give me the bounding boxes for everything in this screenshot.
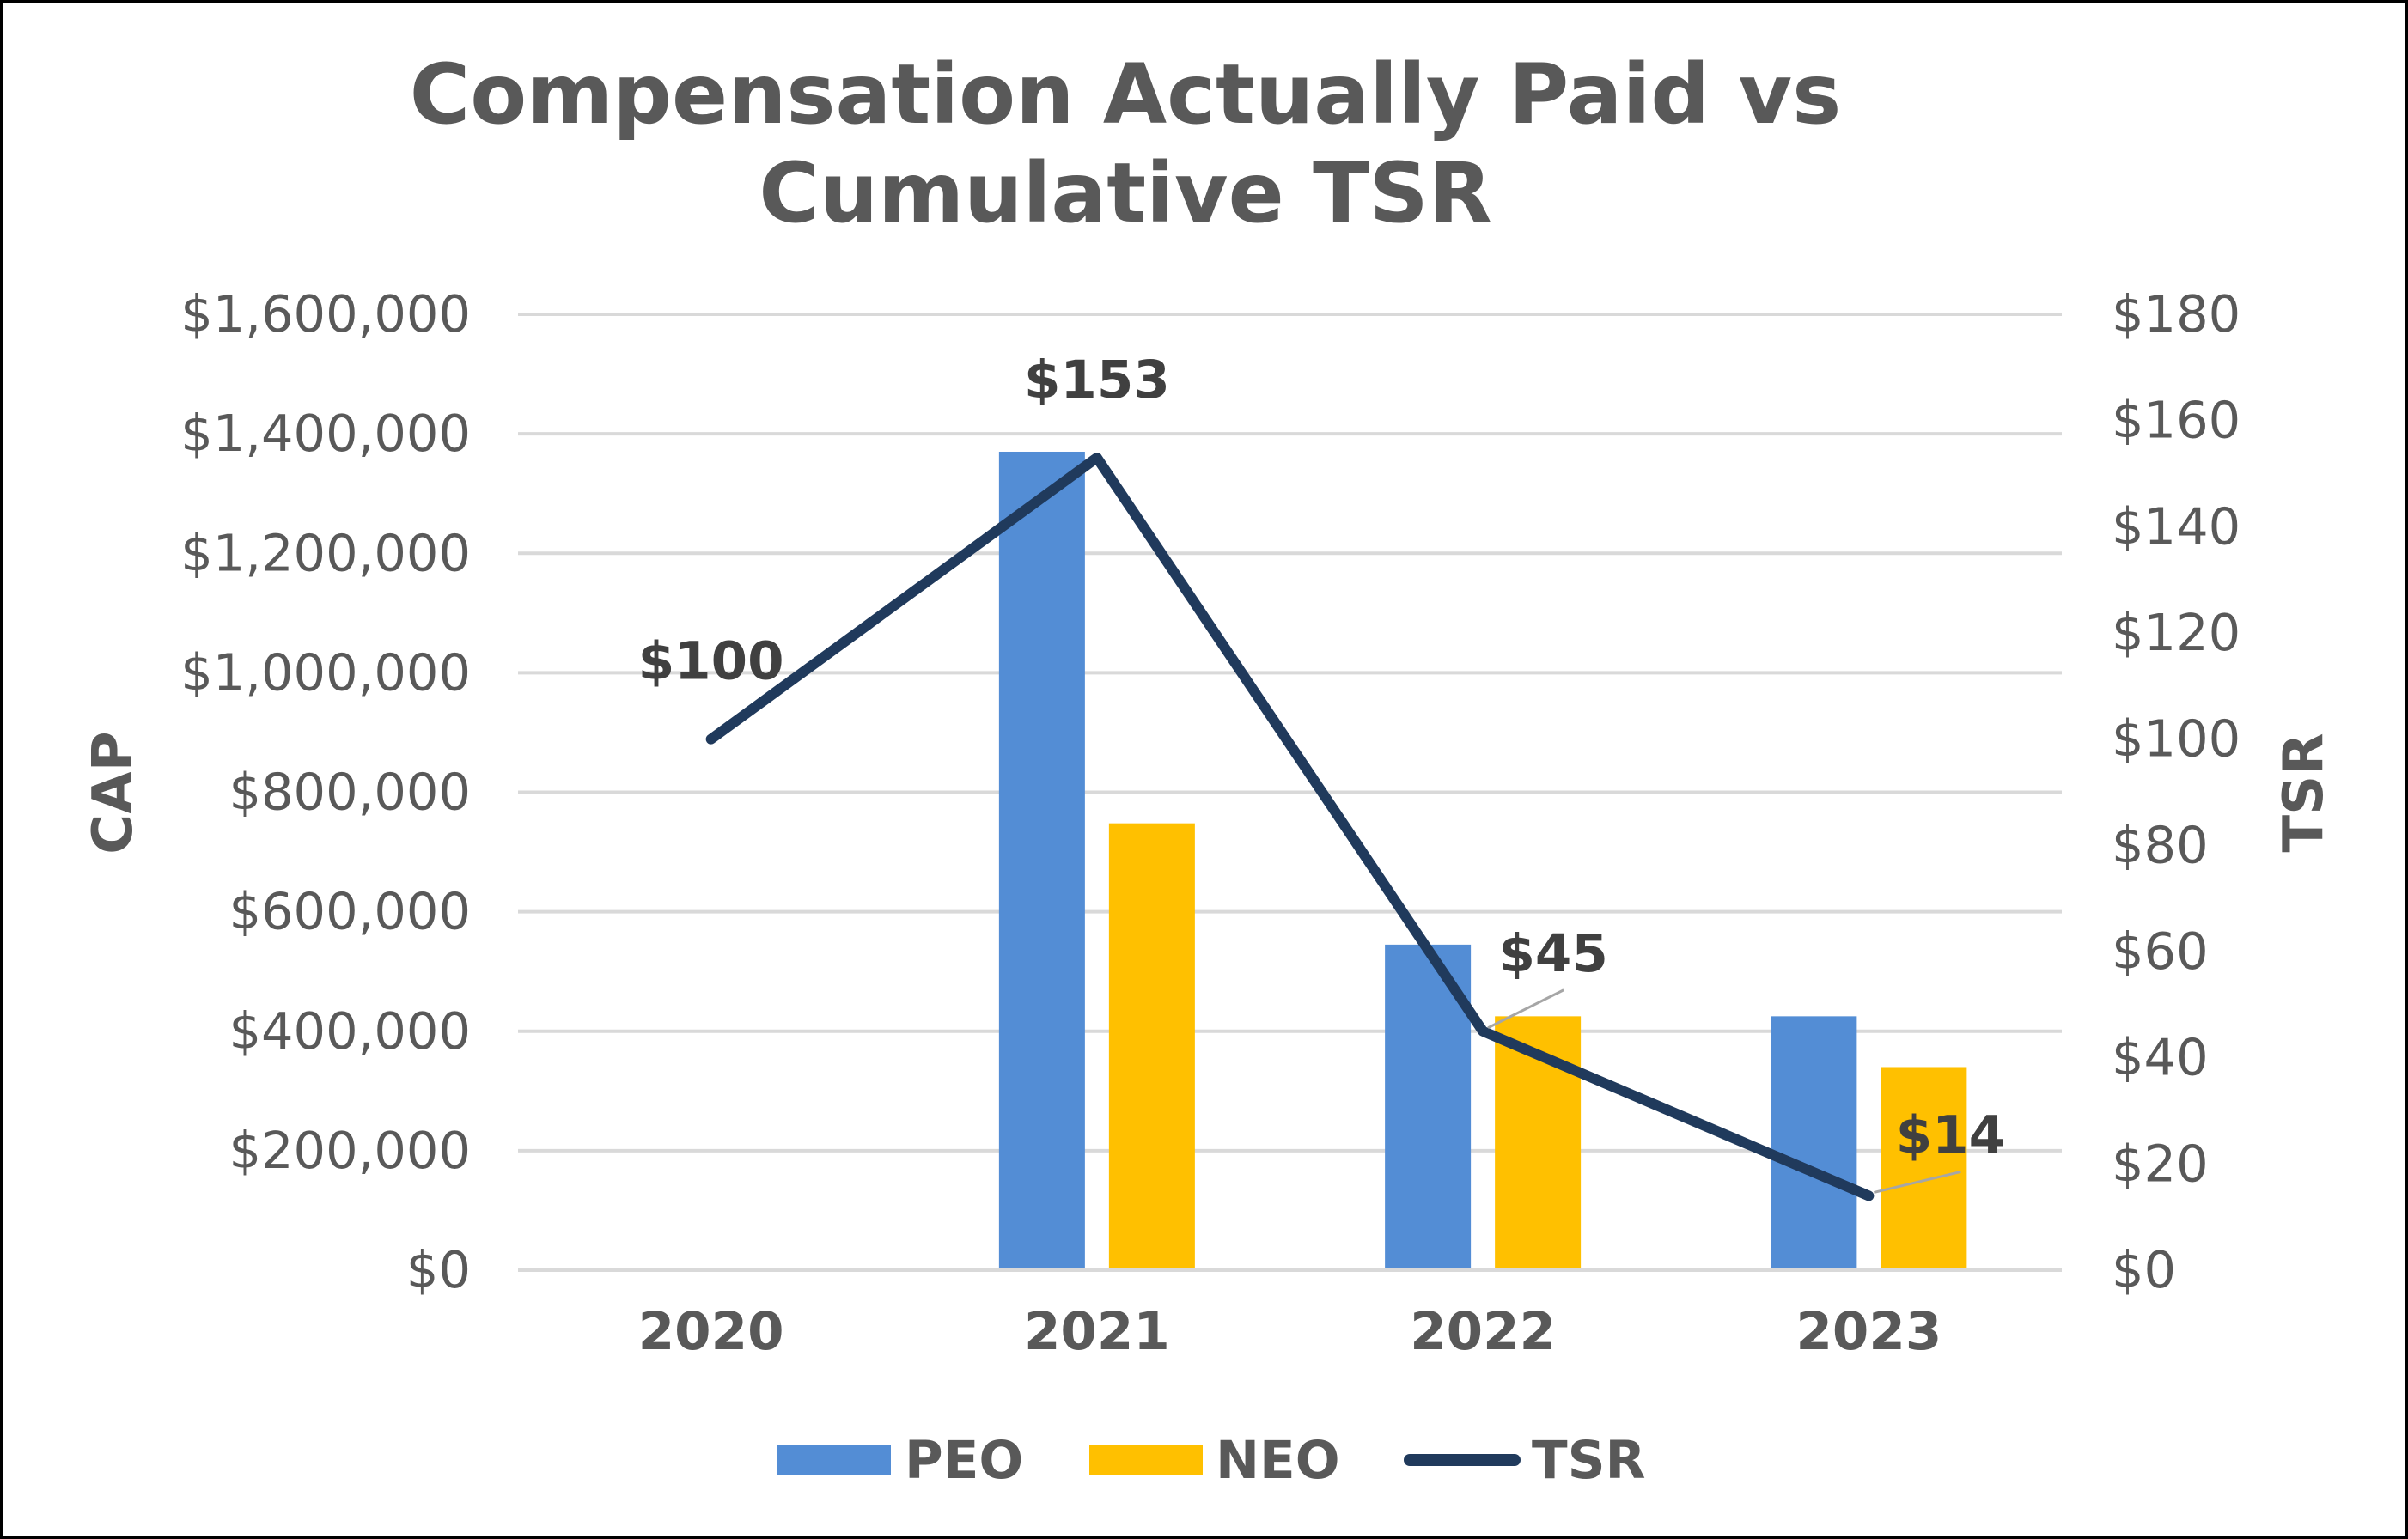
left-tick-label: $1,200,000 [180, 523, 471, 582]
right-tick-label: $80 [2112, 815, 2209, 874]
category-label: 2023 [1795, 1301, 1942, 1362]
right-tick-label: $100 [2112, 709, 2240, 769]
data-label-leader [1874, 1170, 1961, 1194]
bar-peo-2021 [998, 451, 1085, 1270]
category-label: 2021 [1024, 1301, 1170, 1362]
chart-title-line-1: Compensation Actually Paid vs [410, 46, 1841, 143]
legend: PEO NEO TSR [777, 1430, 1646, 1491]
right-tick-label: $0 [2112, 1240, 2176, 1299]
right-tick-label: $160 [2112, 391, 2240, 450]
category-axis: 2020 2021 2022 2023 [638, 1301, 1942, 1362]
left-tick-label: $0 [406, 1240, 471, 1299]
chart-title-line-2: Cumulative TSR [759, 145, 1491, 241]
gridlines [518, 313, 2062, 1153]
tsr-line [705, 452, 1875, 1201]
bars [998, 451, 1967, 1270]
right-tick-label: $40 [2112, 1028, 2209, 1087]
data-label-leader [1487, 988, 1564, 1030]
right-tick-label: $120 [2112, 603, 2240, 662]
left-tick-label: $600,000 [229, 882, 471, 941]
bar-peo-2023 [1771, 1016, 1857, 1270]
left-tick-label: $1,000,000 [180, 642, 471, 702]
tsr-data-label: $100 [638, 631, 784, 692]
category-label: 2022 [1410, 1301, 1556, 1362]
tsr-data-label: $153 [1024, 350, 1170, 411]
right-tick-label: $180 [2112, 284, 2240, 344]
bar-neo-2021 [1108, 823, 1195, 1270]
left-tick-label: $1,400,000 [180, 404, 471, 463]
right-tick-label: $60 [2112, 922, 2209, 981]
left-tick-label: $1,600,000 [180, 284, 471, 344]
category-label: 2020 [638, 1301, 784, 1362]
bar-neo-2023 [1881, 1067, 1967, 1270]
tsr-data-label: $14 [1896, 1104, 2005, 1165]
left-axis-ticks: $0 $200,000 $400,000 $600,000 $800,000 $1,000… [180, 284, 471, 1299]
left-tick-label: $400,000 [229, 1001, 471, 1061]
left-axis-title: CAP [82, 731, 145, 854]
legend-label-neo: NEO [1216, 1430, 1340, 1491]
right-axis-title: TSR [2272, 733, 2336, 852]
chart-title: Compensation Actually Paid vs Cumulative… [410, 46, 1841, 241]
legend-label-peo: PEO [905, 1430, 1023, 1491]
tsr-data-label: $45 [1498, 923, 1607, 984]
left-tick-label: $800,000 [229, 763, 471, 822]
data-labels: $100 $153 $45 $14 [638, 350, 2005, 1194]
right-axis-ticks: $0 $20 $40 $60 $80 $100 $120 $140 $160 $180 [2112, 284, 2240, 1299]
right-tick-label: $20 [2112, 1134, 2209, 1193]
legend-swatch-neo [1089, 1445, 1203, 1475]
right-tick-label: $140 [2112, 496, 2240, 556]
tsr-line-layer [705, 452, 1875, 1201]
legend-label-tsr: TSR [1532, 1430, 1646, 1491]
legend-swatch-peo [777, 1445, 891, 1475]
cap-vs-tsr-chart: Compensation Actually Paid vs Cumulative… [82, 46, 2336, 1491]
left-tick-label: $200,000 [229, 1121, 471, 1180]
